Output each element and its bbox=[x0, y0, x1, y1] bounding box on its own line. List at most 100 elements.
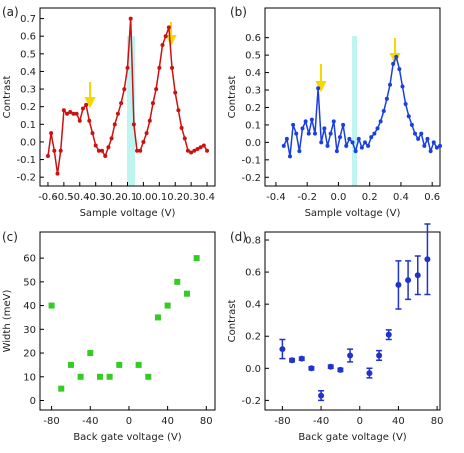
data-point bbox=[397, 67, 402, 72]
data-point bbox=[80, 106, 85, 111]
x-tick-label: -80 bbox=[274, 416, 290, 427]
data-point bbox=[419, 131, 424, 136]
y-axis-label: Width (meV) bbox=[2, 290, 13, 353]
y-tick-label: 30 bbox=[23, 325, 36, 336]
x-tick-label: -0.5 bbox=[54, 192, 74, 203]
x-tick-label: 40 bbox=[161, 416, 174, 427]
panel-label: (d) bbox=[230, 230, 247, 244]
data-point bbox=[300, 126, 305, 131]
y-tick-label: 0.6 bbox=[20, 32, 36, 43]
x-tick-label: 0.4 bbox=[199, 192, 215, 203]
data-point bbox=[422, 143, 427, 148]
data-point bbox=[381, 108, 386, 113]
data-point bbox=[344, 143, 349, 148]
data-point bbox=[135, 148, 140, 153]
data-point bbox=[103, 154, 108, 159]
data-point bbox=[198, 145, 203, 150]
data-point bbox=[400, 84, 405, 89]
data-point bbox=[353, 149, 358, 154]
data-point bbox=[112, 122, 117, 127]
data-point bbox=[185, 148, 190, 153]
data-point bbox=[328, 131, 333, 136]
data-point bbox=[359, 145, 364, 150]
axes-frame bbox=[264, 7, 441, 187]
axes-frame bbox=[264, 231, 441, 411]
data-point bbox=[109, 136, 114, 141]
data-point bbox=[58, 148, 63, 153]
data-point bbox=[319, 140, 324, 145]
data-point bbox=[363, 140, 367, 145]
y-tick-label: 0.4 bbox=[20, 67, 36, 78]
y-axis-label: Contrast bbox=[227, 300, 238, 343]
x-axis-label: Back gate voltage (V) bbox=[73, 432, 181, 443]
y-tick-label: 0.2 bbox=[245, 332, 261, 343]
data-point bbox=[90, 131, 95, 136]
data-point bbox=[201, 143, 206, 148]
x-tick-label: -0.4 bbox=[266, 192, 286, 203]
x-tick-label: 0.6 bbox=[424, 192, 440, 203]
data-point bbox=[106, 145, 111, 150]
data-point bbox=[144, 131, 149, 136]
data-point bbox=[55, 171, 60, 176]
data-point bbox=[384, 96, 389, 101]
data-point bbox=[170, 65, 175, 70]
data-point bbox=[375, 126, 380, 131]
data-point bbox=[74, 111, 79, 116]
data-point bbox=[391, 61, 396, 66]
x-tick-label: -80 bbox=[43, 416, 59, 427]
data-point bbox=[347, 352, 354, 359]
data-point bbox=[154, 314, 161, 321]
data-point bbox=[388, 82, 392, 87]
data-point bbox=[100, 148, 105, 153]
data-point bbox=[119, 101, 124, 106]
data-point bbox=[116, 361, 123, 368]
data-point bbox=[291, 122, 296, 127]
data-point bbox=[96, 373, 103, 380]
data-point bbox=[192, 148, 197, 153]
data-line bbox=[283, 54, 441, 157]
data-point bbox=[356, 136, 361, 141]
data-point bbox=[58, 385, 65, 392]
y-tick-label: 0.1 bbox=[20, 120, 36, 131]
x-tick-label: 0.2 bbox=[167, 192, 183, 203]
y-tick-label: 0.0 bbox=[245, 364, 261, 375]
y-tick-label: 50 bbox=[23, 277, 36, 288]
data-point bbox=[154, 87, 159, 92]
data-point bbox=[308, 365, 315, 372]
data-point bbox=[183, 290, 190, 297]
x-tick-label: 0 bbox=[126, 416, 132, 427]
data-point bbox=[77, 118, 82, 123]
data-point bbox=[297, 149, 302, 154]
data-point bbox=[193, 255, 200, 262]
y-tick-label: 0.7 bbox=[20, 14, 36, 25]
data-point bbox=[416, 136, 421, 141]
data-point bbox=[334, 149, 339, 154]
data-point bbox=[52, 148, 57, 153]
data-point bbox=[338, 135, 342, 140]
y-tick-label: 0 bbox=[30, 396, 36, 407]
data-point bbox=[366, 143, 371, 148]
y-tick-label: -0.2 bbox=[241, 396, 261, 407]
data-point bbox=[189, 150, 194, 155]
data-point bbox=[164, 302, 171, 309]
data-point bbox=[431, 140, 436, 145]
y-tick-label: 20 bbox=[23, 349, 36, 360]
x-tick-label: 0.1 bbox=[151, 192, 167, 203]
y-axis-label: Contrast bbox=[227, 76, 238, 119]
data-point bbox=[425, 136, 430, 141]
data-point bbox=[49, 131, 54, 136]
x-tick-label: 0.4 bbox=[393, 192, 409, 203]
y-tick-label: 60 bbox=[23, 254, 36, 265]
y-tick-label: 0.5 bbox=[245, 51, 261, 62]
x-tick-label: 0.2 bbox=[362, 192, 378, 203]
axes-frame bbox=[39, 231, 216, 411]
highlight-band bbox=[352, 36, 357, 186]
y-tick-label: 10 bbox=[23, 372, 36, 383]
data-point bbox=[350, 140, 355, 145]
data-point bbox=[303, 119, 308, 124]
data-point bbox=[160, 43, 165, 48]
data-point bbox=[67, 361, 74, 368]
data-point bbox=[325, 143, 330, 148]
data-point bbox=[131, 122, 136, 127]
